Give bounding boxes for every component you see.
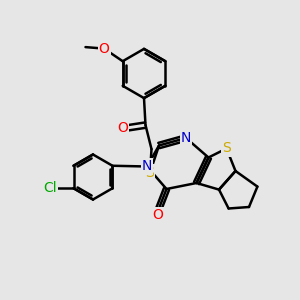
Text: O: O [99, 42, 110, 56]
Text: N: N [181, 131, 191, 145]
Text: O: O [153, 208, 164, 222]
Text: O: O [117, 121, 128, 135]
Text: S: S [146, 166, 154, 179]
Text: N: N [142, 160, 152, 173]
Text: S: S [222, 142, 231, 155]
Text: Cl: Cl [44, 181, 57, 195]
